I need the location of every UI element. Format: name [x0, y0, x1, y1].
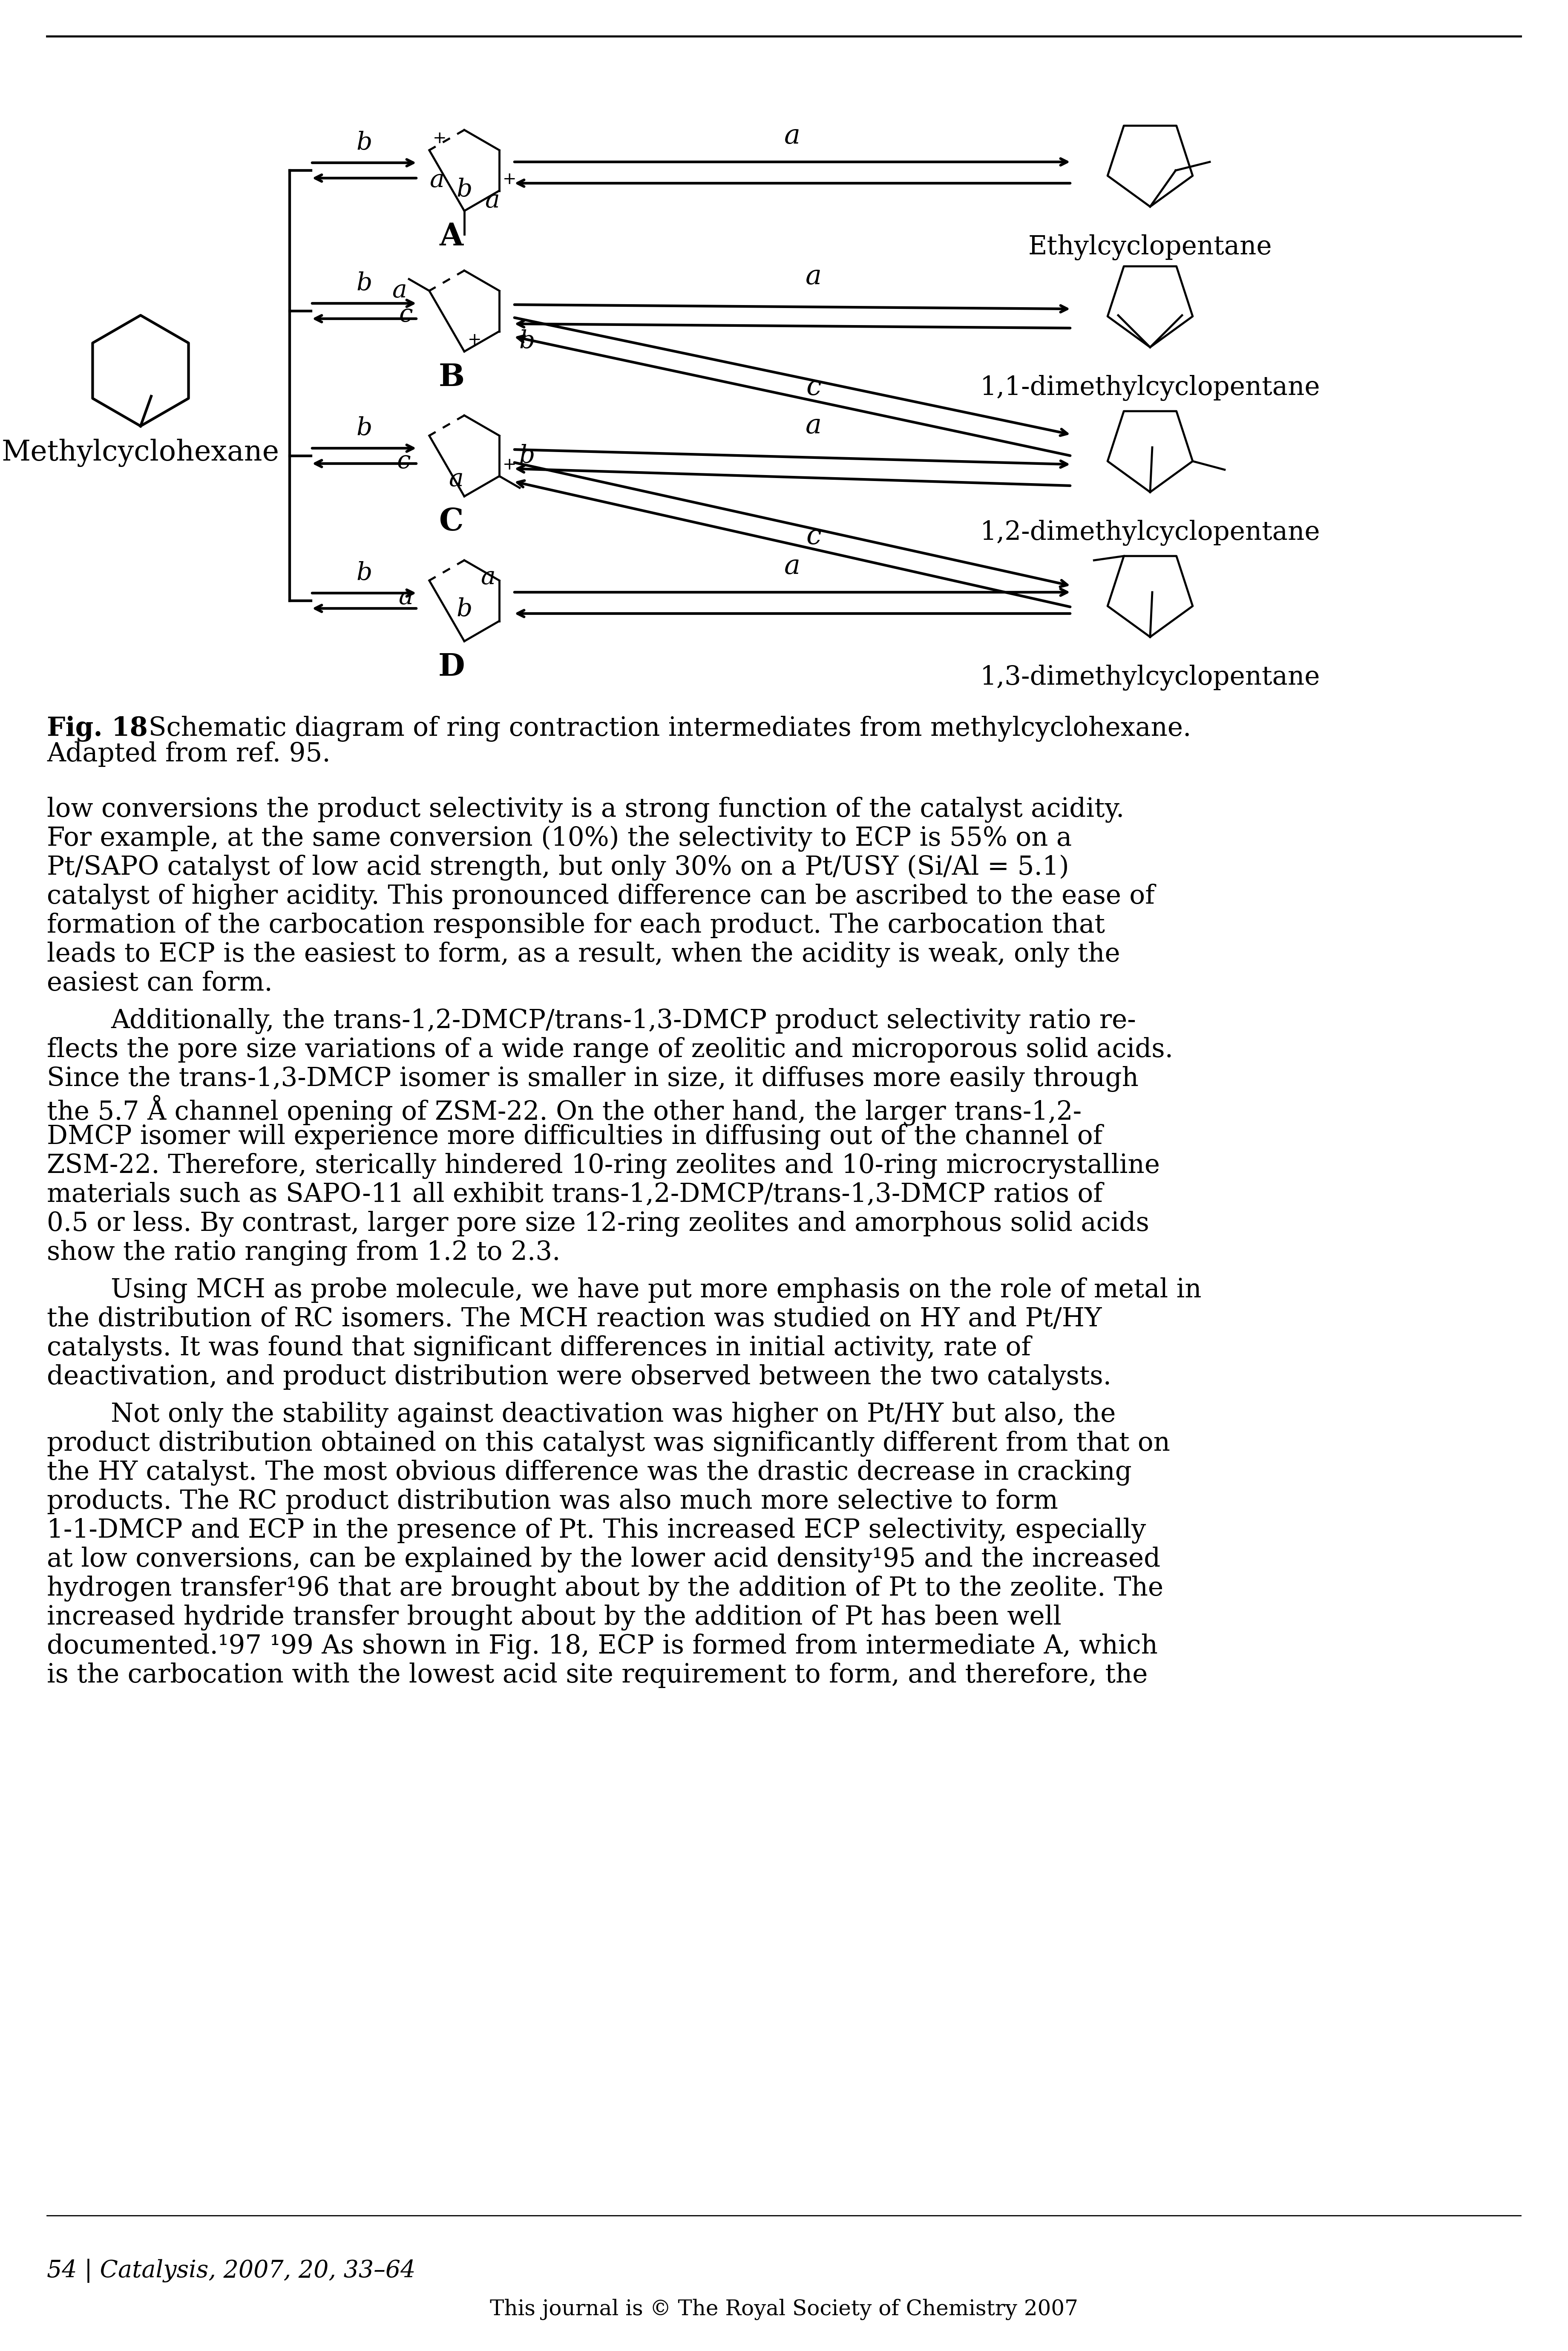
Text: catalyst of higher acidity. This pronounced difference can be ascribed to the ea: catalyst of higher acidity. This pronoun… — [47, 884, 1154, 910]
Text: a: a — [806, 263, 822, 289]
Text: b: b — [456, 597, 472, 621]
Text: Since the trans-1,3-DMCP isomer is smaller in size, it diffuses more easily thro: Since the trans-1,3-DMCP isomer is small… — [47, 1065, 1138, 1091]
Text: deactivation, and product distribution were observed between the two catalysts.: deactivation, and product distribution w… — [47, 1364, 1112, 1389]
Text: For example, at the same conversion (10%) the selectivity to ECP is 55% on a: For example, at the same conversion (10%… — [47, 825, 1073, 851]
Text: A: A — [439, 221, 464, 252]
Text: Using MCH as probe molecule, we have put more emphasis on the role of metal in: Using MCH as probe molecule, we have put… — [111, 1277, 1201, 1302]
Text: a: a — [480, 564, 495, 590]
Text: a: a — [784, 552, 800, 581]
Text: c: c — [806, 374, 822, 400]
Text: the 5.7 Å channel opening of ZSM-22. On the other hand, the larger trans-1,2-: the 5.7 Å channel opening of ZSM-22. On … — [47, 1096, 1082, 1126]
Text: +: + — [503, 456, 517, 473]
Text: DMCP isomer will experience more difficulties in diffusing out of the channel of: DMCP isomer will experience more difficu… — [47, 1124, 1102, 1150]
Text: Fig. 18: Fig. 18 — [47, 715, 147, 743]
Text: 1-1-DMCP and ECP in the presence of Pt. This increased ECP selectivity, especial: 1-1-DMCP and ECP in the presence of Pt. … — [47, 1519, 1146, 1545]
Text: Schematic diagram of ring contraction intermediates from methylcyclohexane.: Schematic diagram of ring contraction in… — [132, 715, 1192, 743]
Text: show the ratio ranging from 1.2 to 2.3.: show the ratio ranging from 1.2 to 2.3. — [47, 1239, 560, 1265]
Text: leads to ECP is the easiest to form, as a result, when the acidity is weak, only: leads to ECP is the easiest to form, as … — [47, 943, 1120, 969]
Text: Pt/SAPO catalyst of low acid strength, but only 30% on a Pt/USY (Si/Al = 5.1): Pt/SAPO catalyst of low acid strength, b… — [47, 856, 1069, 882]
Text: b: b — [519, 444, 535, 468]
Text: product distribution obtained on this catalyst was significantly different from : product distribution obtained on this ca… — [47, 1432, 1170, 1458]
Text: +: + — [467, 331, 481, 348]
Text: b: b — [356, 132, 372, 155]
Text: flects the pore size variations of a wide range of zeolitic and microporous soli: flects the pore size variations of a wid… — [47, 1037, 1173, 1063]
Text: a: a — [784, 122, 800, 150]
Text: a: a — [398, 585, 414, 609]
Text: Additionally, the trans-1,2-DMCP/trans-1,3-DMCP product selectivity ratio re-: Additionally, the trans-1,2-DMCP/trans-1… — [111, 1009, 1135, 1034]
Text: 54 | Catalysis, 2007, 20, 33–64: 54 | Catalysis, 2007, 20, 33–64 — [47, 2259, 416, 2283]
Text: Adapted from ref. 95.: Adapted from ref. 95. — [47, 741, 331, 766]
Text: at low conversions, can be explained by the lower acid density¹95 and the increa: at low conversions, can be explained by … — [47, 1547, 1160, 1573]
Text: b: b — [356, 416, 372, 440]
Text: Not only the stability against deactivation was higher on Pt/HY but also, the: Not only the stability against deactivat… — [111, 1401, 1116, 1427]
Text: +: + — [433, 132, 447, 146]
Text: a: a — [430, 169, 444, 193]
Text: a: a — [448, 468, 463, 491]
Text: low conversions the product selectivity is a strong function of the catalyst aci: low conversions the product selectivity … — [47, 797, 1124, 823]
Text: increased hydride transfer brought about by the addition of Pt has been well: increased hydride transfer brought about… — [47, 1603, 1062, 1632]
Text: b: b — [356, 562, 372, 585]
Text: the HY catalyst. The most obvious difference was the drastic decrease in crackin: the HY catalyst. The most obvious differ… — [47, 1460, 1132, 1486]
Text: catalysts. It was found that significant differences in initial activity, rate o: catalysts. It was found that significant… — [47, 1335, 1030, 1361]
Text: 1,1-dimethylcyclopentane: 1,1-dimethylcyclopentane — [980, 374, 1320, 402]
Text: c: c — [397, 449, 411, 475]
Text: Methylcyclohexane: Methylcyclohexane — [2, 440, 279, 468]
Text: documented.¹97 ¹99 As shown in Fig. 18, ECP is formed from intermediate A, which: documented.¹97 ¹99 As shown in Fig. 18, … — [47, 1634, 1157, 1660]
Text: Ethylcyclopentane: Ethylcyclopentane — [1029, 235, 1272, 261]
Text: formation of the carbocation responsible for each product. The carbocation that: formation of the carbocation responsible… — [47, 912, 1105, 938]
Text: the distribution of RC isomers. The MCH reaction was studied on HY and Pt/HY: the distribution of RC isomers. The MCH … — [47, 1307, 1102, 1333]
Text: a: a — [485, 188, 499, 214]
Text: This journal is © The Royal Society of Chemistry 2007: This journal is © The Royal Society of C… — [489, 2299, 1077, 2320]
Text: 1,3-dimethylcyclopentane: 1,3-dimethylcyclopentane — [980, 665, 1320, 691]
Text: a: a — [392, 280, 406, 303]
Text: +: + — [503, 172, 517, 188]
Text: is the carbocation with the lowest acid site requirement to form, and therefore,: is the carbocation with the lowest acid … — [47, 1662, 1148, 1688]
Text: products. The RC product distribution was also much more selective to form: products. The RC product distribution wa… — [47, 1488, 1058, 1514]
Text: b: b — [519, 329, 535, 353]
Text: 0.5 or less. By contrast, larger pore size 12-ring zeolites and amorphous solid : 0.5 or less. By contrast, larger pore si… — [47, 1211, 1149, 1237]
Text: D: D — [437, 651, 464, 682]
Text: c: c — [806, 524, 822, 550]
Text: c: c — [398, 303, 412, 327]
Text: a: a — [806, 414, 822, 440]
Text: b: b — [356, 270, 372, 296]
Text: materials such as SAPO-11 all exhibit trans-1,2-DMCP/trans-1,3-DMCP ratios of: materials such as SAPO-11 all exhibit tr… — [47, 1183, 1102, 1208]
Text: B: B — [439, 362, 464, 393]
Text: easiest can form.: easiest can form. — [47, 971, 273, 997]
Text: b: b — [456, 179, 472, 202]
Text: ZSM-22. Therefore, sterically hindered 10-ring zeolites and 10-ring microcrystal: ZSM-22. Therefore, sterically hindered 1… — [47, 1152, 1160, 1178]
Text: hydrogen transfer¹96 that are brought about by the addition of Pt to the zeolite: hydrogen transfer¹96 that are brought ab… — [47, 1575, 1163, 1601]
Text: 1,2-dimethylcyclopentane: 1,2-dimethylcyclopentane — [980, 520, 1320, 545]
Text: C: C — [439, 508, 464, 536]
